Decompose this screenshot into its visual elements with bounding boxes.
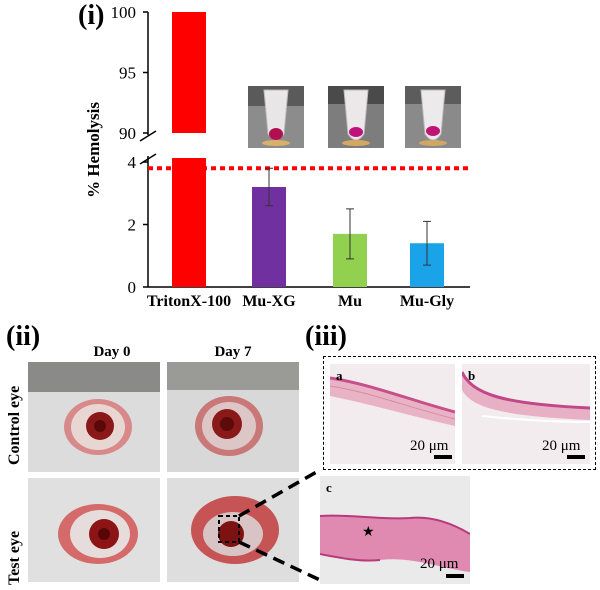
bar-TritonX-100-upper xyxy=(172,12,206,133)
x-tick-label: Mu xyxy=(338,293,362,310)
hemolysis-chart: 90 95 100 0 2 4 % Hemolysis TritonX-100 Mu-XG Mu M… xyxy=(84,3,470,310)
scale-text-a: 20 μm xyxy=(410,438,449,454)
histology-a: a 20 μm xyxy=(330,364,455,464)
y-tick-label-upper: 95 xyxy=(119,64,136,83)
photo-test-day7 xyxy=(167,478,299,582)
axis-break-upper xyxy=(139,130,157,142)
histology-label-a: a xyxy=(336,368,343,383)
y-tick-label-upper: 90 xyxy=(119,124,136,143)
scale-bar-b xyxy=(567,455,585,459)
histology-b: b 20 μm xyxy=(462,364,590,464)
histology-label-c: c xyxy=(326,480,332,495)
col-header-day0: Day 0 xyxy=(93,344,131,360)
tube-photo-mu xyxy=(328,86,384,148)
panel-label-i: (i) xyxy=(78,0,105,31)
star-marker: ★ xyxy=(362,525,375,540)
photo-control-day0 xyxy=(28,362,160,472)
y-tick-label-upper: 100 xyxy=(111,3,137,22)
y-tick-label-lower: 4 xyxy=(128,153,137,172)
col-header-day7: Day 7 xyxy=(214,344,252,360)
panel-label-iii: (iii) xyxy=(305,321,347,352)
histology-frame xyxy=(323,356,596,470)
panel-label-ii: (ii) xyxy=(6,321,41,352)
tube-photo-mu-xg xyxy=(248,86,304,148)
y-tick-label-lower: 2 xyxy=(128,216,137,235)
bar-TritonX-100-lower xyxy=(172,158,206,287)
scale-text-b: 20 μm xyxy=(542,438,581,454)
scale-bar-c xyxy=(446,574,464,578)
scale-bar-a xyxy=(434,455,452,459)
scale-text-c: 20 μm xyxy=(420,556,459,572)
photo-test-day0 xyxy=(28,478,160,582)
histology-label-b: b xyxy=(468,368,476,383)
x-tick-label: TritonX-100 xyxy=(147,293,231,310)
histology-c: c ★ 20 μm xyxy=(320,476,470,584)
x-tick-label: Mu-Gly xyxy=(400,293,454,310)
photo-control-day7 xyxy=(167,362,299,472)
tube-photo-mu-gly xyxy=(405,86,461,148)
x-tick-label: Mu-XG xyxy=(242,293,296,310)
y-tick-label-lower: 0 xyxy=(128,278,137,297)
axis-break-lower xyxy=(139,153,157,165)
y-axis-label: % Hemolysis xyxy=(84,102,103,198)
